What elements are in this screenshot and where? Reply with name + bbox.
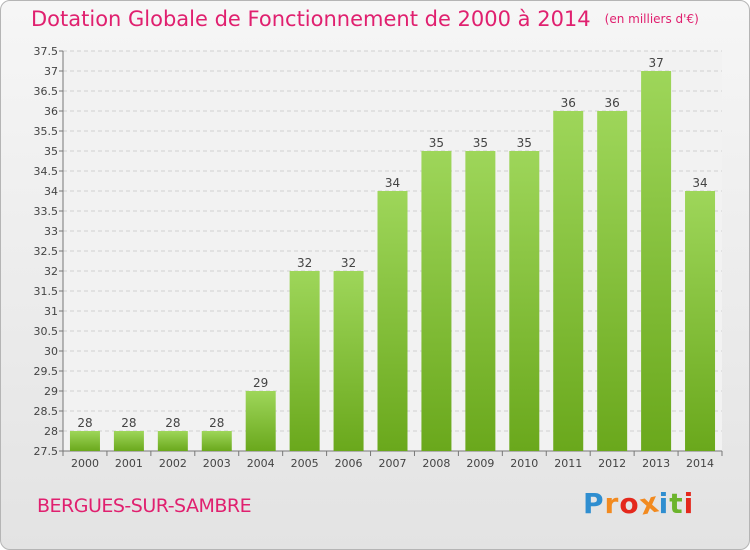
y-tick-label: 28 bbox=[44, 425, 58, 438]
data-label-2009: 35 bbox=[473, 136, 488, 150]
bar-2007 bbox=[377, 191, 408, 451]
data-label-2004: 29 bbox=[253, 376, 268, 390]
proxiti-logo: Proxiti bbox=[583, 485, 695, 521]
bar-2002 bbox=[157, 431, 188, 451]
y-tick-label: 34.5 bbox=[34, 165, 59, 178]
chart-title: Dotation Globale de Fonctionnement de 20… bbox=[31, 7, 699, 31]
y-tick-label: 37.5 bbox=[34, 45, 59, 58]
y-tick-label: 34 bbox=[44, 185, 58, 198]
x-tick-label-2000: 2000 bbox=[71, 457, 99, 470]
bar-2012 bbox=[597, 111, 628, 451]
y-tick-label: 37 bbox=[44, 65, 58, 78]
data-label-2001: 28 bbox=[121, 416, 136, 430]
data-label-2002: 28 bbox=[165, 416, 180, 430]
y-tick-label: 36 bbox=[44, 105, 58, 118]
x-tick-label-2007: 2007 bbox=[379, 457, 407, 470]
y-tick-label: 31.5 bbox=[34, 285, 59, 298]
y-tick-label: 30.5 bbox=[34, 325, 59, 338]
data-label-2014: 34 bbox=[692, 176, 707, 190]
y-tick-label: 33 bbox=[44, 225, 58, 238]
bar-2005 bbox=[289, 271, 320, 451]
y-tick-label: 28.5 bbox=[34, 405, 59, 418]
x-tick-label-2004: 2004 bbox=[247, 457, 275, 470]
x-tick-label-2002: 2002 bbox=[159, 457, 187, 470]
data-label-2011: 36 bbox=[561, 96, 576, 110]
bar-2008 bbox=[421, 151, 452, 451]
data-label-2013: 37 bbox=[648, 56, 663, 70]
logo-letter: o bbox=[619, 487, 640, 520]
commune-name: BERGUES-SUR-SAMBRE bbox=[37, 495, 252, 517]
y-tick-label: 32.5 bbox=[34, 245, 59, 258]
data-label-2000: 28 bbox=[77, 416, 92, 430]
x-tick-label-2006: 2006 bbox=[335, 457, 363, 470]
y-tick-label: 36.5 bbox=[34, 85, 59, 98]
logo-letter: t bbox=[669, 487, 684, 520]
data-label-2012: 36 bbox=[605, 96, 620, 110]
bar-2006 bbox=[333, 271, 364, 451]
x-tick-label-2003: 2003 bbox=[203, 457, 231, 470]
bar-2013 bbox=[641, 71, 672, 451]
x-tick-label-2008: 2008 bbox=[422, 457, 450, 470]
y-tick-label: 32 bbox=[44, 265, 58, 278]
bar-2011 bbox=[553, 111, 584, 451]
y-tick-label: 29 bbox=[44, 385, 58, 398]
data-label-2003: 28 bbox=[209, 416, 224, 430]
y-tick-label: 35.5 bbox=[34, 125, 59, 138]
y-tick-label: 35 bbox=[44, 145, 58, 158]
bar-2004 bbox=[245, 391, 276, 451]
x-tick-label-2014: 2014 bbox=[686, 457, 714, 470]
x-tick-label-2012: 2012 bbox=[598, 457, 626, 470]
data-label-2010: 35 bbox=[517, 136, 532, 150]
y-tick-label: 31 bbox=[44, 305, 58, 318]
x-tick-label-2010: 2010 bbox=[510, 457, 538, 470]
x-tick-label-2013: 2013 bbox=[642, 457, 670, 470]
data-label-2006: 32 bbox=[341, 256, 356, 270]
bar-2003 bbox=[201, 431, 232, 451]
data-label-2008: 35 bbox=[429, 136, 444, 150]
data-label-2005: 32 bbox=[297, 256, 312, 270]
bar-2001 bbox=[113, 431, 144, 451]
y-tick-label: 33.5 bbox=[34, 205, 59, 218]
y-tick-label: 27.5 bbox=[34, 445, 59, 458]
x-tick-label-2001: 2001 bbox=[115, 457, 143, 470]
data-label-2007: 34 bbox=[385, 176, 400, 190]
y-tick-label: 30 bbox=[44, 345, 58, 358]
y-tick-label: 29.5 bbox=[34, 365, 59, 378]
logo-letter: r bbox=[604, 487, 620, 520]
x-tick-label-2005: 2005 bbox=[291, 457, 319, 470]
x-tick-label-2011: 2011 bbox=[554, 457, 582, 470]
bar-2014 bbox=[685, 191, 716, 451]
bar-2000 bbox=[69, 431, 100, 451]
logo-letter: i bbox=[658, 487, 670, 520]
title-text: Dotation Globale de Fonctionnement de 20… bbox=[31, 7, 591, 31]
logo-letter: P bbox=[583, 487, 605, 520]
bar-2010 bbox=[509, 151, 540, 451]
bar-2009 bbox=[465, 151, 496, 451]
chart-subtitle: (en milliers d'€) bbox=[604, 12, 699, 26]
x-tick-label-2009: 2009 bbox=[466, 457, 494, 470]
logo-letter: i bbox=[683, 487, 695, 520]
